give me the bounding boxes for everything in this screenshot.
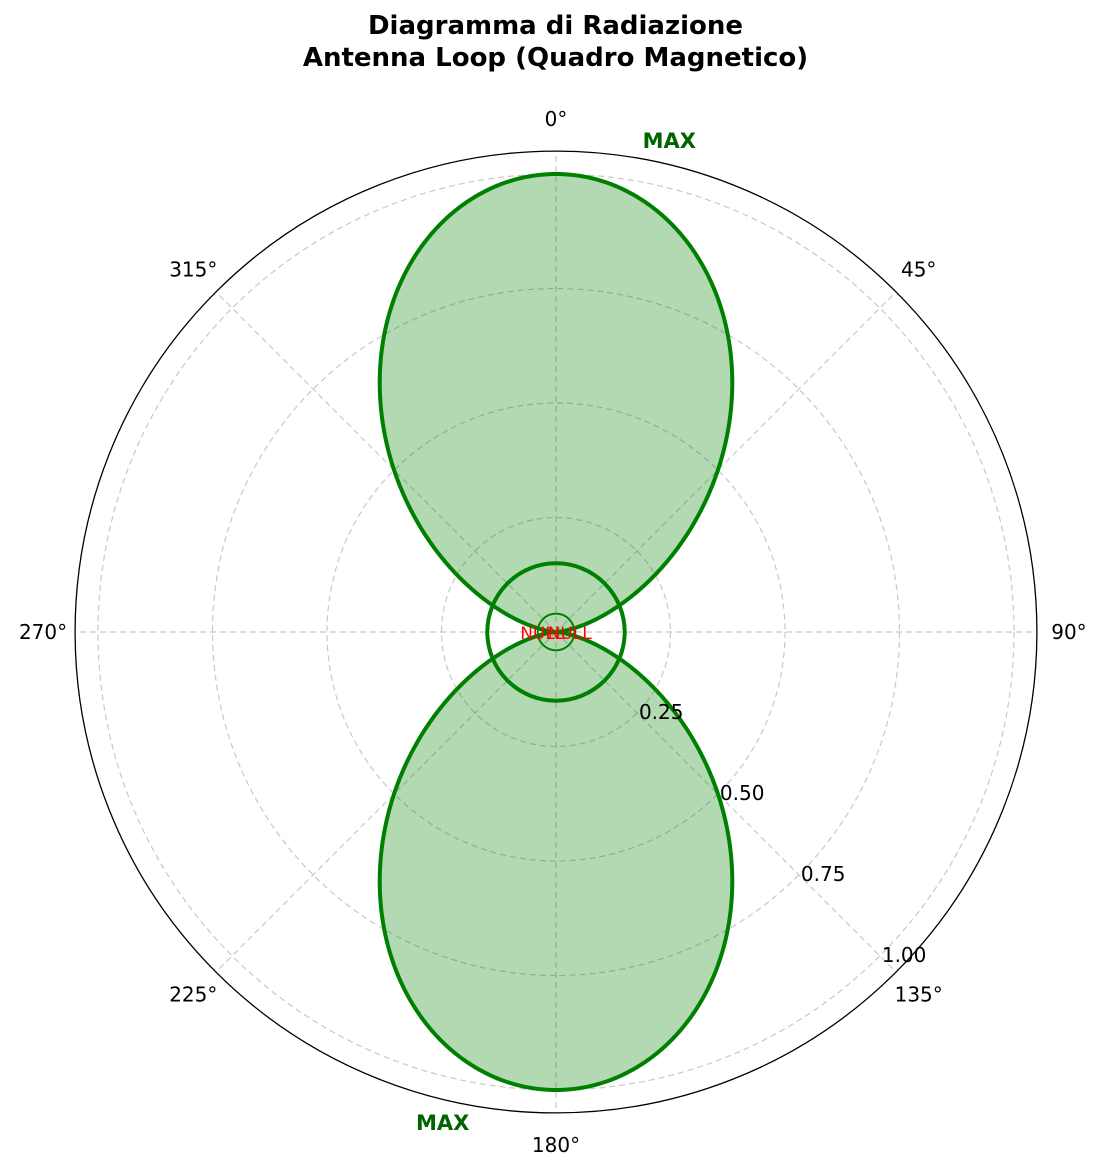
pattern-line xyxy=(377,172,735,1092)
theta-tick-label: 180° xyxy=(532,1133,580,1157)
theta-gridline xyxy=(555,291,897,633)
theta-tick-label: 270° xyxy=(19,620,67,644)
theta-tick-label: 135° xyxy=(895,983,943,1007)
r-tick-label: 0.75 xyxy=(801,862,846,886)
chart-title-line-2: Antenna Loop (Quadro Magnetico) xyxy=(302,43,809,73)
theta-tick-label: 90° xyxy=(1051,620,1086,644)
theta-gridline xyxy=(555,631,897,973)
theta-tick-label: 225° xyxy=(169,983,217,1007)
r-gridline xyxy=(326,402,786,862)
theta-tick-label: 0° xyxy=(545,107,568,131)
chart-title: Diagramma di Radiazione Antenna Loop (Qu… xyxy=(0,10,1104,74)
polar-grid xyxy=(75,151,1037,1113)
null-label: NULL xyxy=(520,624,565,644)
theta-tick-label: 315° xyxy=(169,257,217,281)
inner-reference-circle xyxy=(485,561,627,703)
tick-labels: 0° 45° 90° 135° 180° 225° 270° 315° 0.25 0.50 0.75… xyxy=(19,107,1087,1157)
theta-gridline xyxy=(215,291,557,633)
r-tick-label: 0.25 xyxy=(639,700,684,724)
theta-tick-label: 45° xyxy=(901,257,936,281)
r-gridline xyxy=(97,173,1015,1091)
polar-spine xyxy=(74,150,1038,1114)
theta-gridline xyxy=(215,631,557,973)
null-label: NULL xyxy=(548,624,593,644)
series-layer xyxy=(377,172,735,1092)
r-tick-label: 1.00 xyxy=(882,943,927,967)
max-label: MAX xyxy=(643,129,696,153)
r-tick-label: 0.50 xyxy=(720,781,765,805)
chart-title-line-1: Diagramma di Radiazione xyxy=(367,11,744,41)
max-label: MAX xyxy=(416,1111,469,1135)
center-circle xyxy=(536,612,576,652)
outer-spine xyxy=(74,150,1038,1114)
